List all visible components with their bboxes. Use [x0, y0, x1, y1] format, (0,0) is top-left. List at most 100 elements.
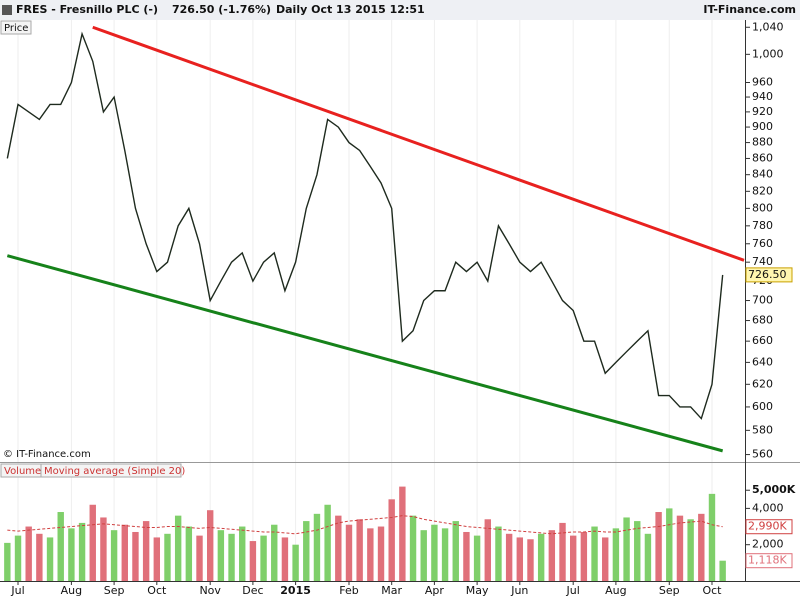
volume-bar	[164, 533, 171, 581]
volume-bar	[602, 537, 609, 581]
x-tick-label: Aug	[61, 584, 82, 597]
price-tag-label: 726.50	[748, 268, 787, 281]
copyright: © IT-Finance.com	[3, 449, 91, 460]
x-tick-label: Nov	[199, 584, 221, 597]
volume-bar	[174, 515, 182, 581]
y-tick-label: 600	[752, 400, 773, 413]
volume-bar	[89, 504, 96, 581]
header-bar	[0, 0, 800, 20]
volume-bar	[409, 515, 417, 581]
volume-bar	[313, 513, 321, 581]
volume-bar	[495, 526, 502, 581]
y-tick-label: 1,000	[752, 47, 784, 60]
volume-bar	[57, 512, 64, 581]
volume-bar	[110, 530, 118, 581]
menu-icon[interactable]	[2, 5, 12, 15]
y-tick-label: 860	[752, 151, 773, 164]
x-tick-label: 2015	[280, 584, 311, 597]
y-tick-label: 960	[752, 76, 773, 89]
volume-bar	[698, 513, 705, 581]
volume-bar	[591, 526, 598, 581]
x-tick-label: Apr	[425, 584, 445, 597]
volume-bar	[303, 521, 310, 581]
volume-bar	[484, 519, 491, 581]
volume-bar	[185, 526, 193, 581]
x-tick-label: Dec	[242, 584, 263, 597]
volume-bar	[14, 535, 22, 581]
x-tick-label: Oct	[147, 584, 167, 597]
volume-bar	[719, 560, 726, 581]
volume-bar	[249, 541, 257, 581]
volume-bar	[473, 535, 481, 581]
volume-bar	[548, 530, 556, 581]
volume-bar	[260, 535, 267, 581]
volume-bar	[25, 526, 32, 581]
volume-bar	[634, 521, 641, 581]
volume-bar	[687, 519, 694, 581]
period: Daily Oct 13 2015 12:51	[276, 3, 425, 16]
y-tick-label: 620	[752, 377, 773, 390]
volume-bar	[335, 515, 342, 581]
y-tick-label: 640	[752, 355, 773, 368]
price-line	[6, 31, 724, 420]
volume-bar	[505, 533, 513, 581]
volume-bar	[153, 537, 161, 581]
volume-bar	[537, 533, 545, 581]
y-tick-label: 1,040	[752, 20, 784, 33]
x-tick-label: May	[466, 584, 489, 597]
y-tick-label: 760	[752, 237, 773, 250]
y-tick-label: 560	[752, 448, 773, 461]
volume-bar	[612, 528, 620, 581]
volume-bar	[580, 531, 588, 581]
y-tick-label: 840	[752, 168, 773, 181]
volume-bar	[68, 528, 75, 581]
volume-bar	[559, 522, 566, 581]
ma-tag	[745, 519, 793, 535]
y-tick-label: 5,000K	[752, 483, 796, 496]
volume-bar	[452, 521, 459, 581]
x-tick-label: Feb	[339, 584, 358, 597]
legend-box	[40, 463, 182, 478]
volume-bar	[228, 533, 235, 581]
volume-bar	[281, 537, 289, 581]
trendline	[6, 254, 724, 453]
volume-bar	[100, 517, 107, 581]
legend-ma: Moving average (Simple 20)	[44, 466, 185, 477]
x-tick-label: Jul	[566, 584, 580, 597]
x-tick-label: Sep	[659, 584, 680, 597]
quote: 726.50 (-1.76%)	[172, 3, 271, 16]
legend-box	[0, 20, 32, 35]
volume-tag-label: 1,118K	[748, 554, 787, 567]
legend-price: Price	[4, 23, 28, 34]
x-tick-label: Aug	[605, 584, 626, 597]
volume-bar	[463, 531, 470, 581]
price-tag	[745, 267, 793, 283]
volume-bar	[196, 535, 203, 581]
volume-bar	[569, 535, 577, 581]
y-tick-label: 880	[752, 136, 773, 149]
symbol: FRES - Fresnillo PLC (-)	[16, 3, 158, 16]
volume-bar	[142, 521, 150, 581]
ma-tag-label: 2,990K	[748, 520, 787, 533]
x-tick-label: Oct	[702, 584, 722, 597]
y-tick-label: 740	[752, 255, 773, 268]
volume-bar	[206, 510, 214, 581]
volume-bar	[271, 524, 278, 581]
volume-bar	[527, 539, 534, 581]
volume-bar	[78, 522, 86, 581]
legend-volume: Volume	[4, 466, 41, 477]
volume-bar	[377, 526, 385, 581]
volume-bar	[36, 533, 43, 581]
y-tick-label: 820	[752, 184, 773, 197]
volume-bar	[4, 542, 11, 581]
volume-bar	[367, 528, 374, 581]
x-tick-label: Mar	[381, 584, 402, 597]
y-tick-label: 2,000	[752, 538, 784, 551]
volume-bar	[345, 524, 353, 581]
trendline	[92, 25, 745, 262]
volume-bar	[399, 486, 406, 581]
x-tick-label: Jul	[10, 584, 24, 597]
volume-bar	[644, 533, 652, 581]
volume-bar	[623, 517, 630, 581]
